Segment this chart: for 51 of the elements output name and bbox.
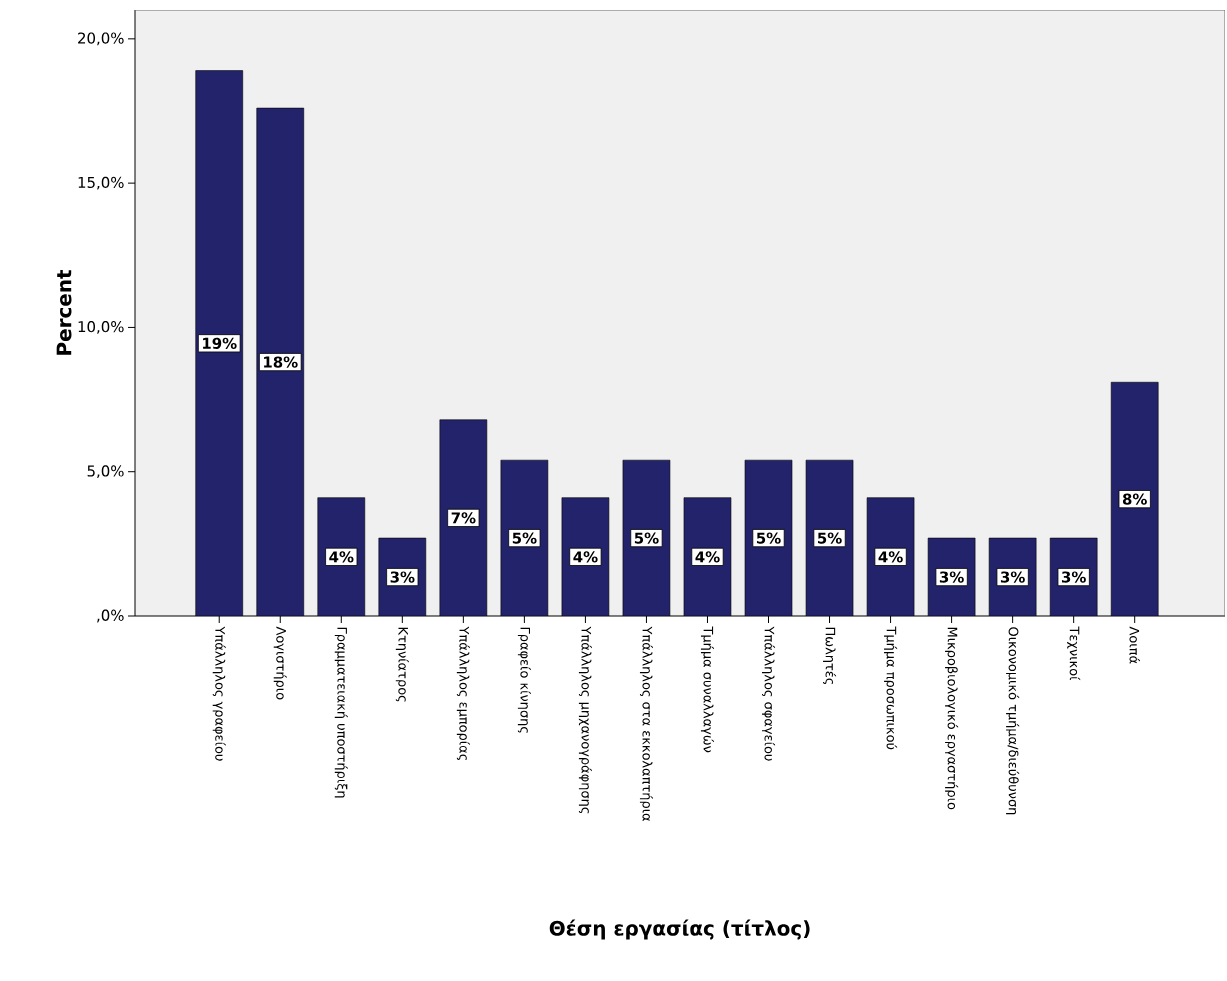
y-tick-label: 15,0% [78, 176, 124, 190]
bar [744, 459, 793, 616]
bar [683, 497, 732, 616]
bar [866, 497, 915, 616]
x-tick-label: Λοιπά [1129, 626, 1140, 664]
x-tick-label: Μικροβιολογικό εργαστήριο [945, 627, 959, 810]
x-tick-label: Οικονομικό τμήμα/διεύθυνση [1006, 627, 1020, 815]
data-label: 5% [818, 532, 842, 544]
bar [1110, 381, 1159, 616]
data-label: 8% [1122, 493, 1147, 505]
data-label: 3% [1000, 571, 1025, 583]
x-tick-label: Κτηνίατρος [395, 627, 409, 702]
bar [439, 419, 488, 616]
bar [622, 459, 671, 616]
bar [195, 70, 244, 616]
x-axis-title: Θέση εργασίας (τίτλος) [549, 919, 810, 940]
y-tick-label: 20,0% [78, 32, 124, 46]
x-tick-label: Υπάλληλος στα εκκολαπτήρια [639, 626, 653, 821]
y-tick-label: ,0% [97, 609, 124, 623]
x-tick-label: Υπάλληλος μηχανογράφησης [578, 626, 592, 814]
data-label: 4% [878, 551, 903, 563]
bar [805, 459, 854, 616]
x-tick-label: Υπάλληλος σφαγείου [761, 626, 776, 761]
data-label: 18% [264, 356, 298, 368]
data-label: 4% [695, 551, 720, 563]
bar [317, 497, 366, 616]
data-label: 3% [1061, 571, 1086, 583]
y-axis-title: Percent [56, 269, 72, 355]
data-label: 4% [329, 551, 354, 563]
data-label: 5% [634, 532, 659, 544]
bar [561, 497, 610, 616]
x-tick-label: Λογιστήριο [273, 626, 287, 700]
x-tick-label: Τεχνικοί [1067, 626, 1081, 681]
y-tick-label: 10,0% [78, 321, 124, 334]
bar [256, 107, 305, 616]
x-tick-label: Πωλητές [823, 627, 837, 685]
data-label: 3% [390, 571, 415, 583]
y-tick-label: 5,0% [87, 465, 124, 479]
bar [500, 459, 549, 616]
data-label: 4% [573, 551, 598, 563]
data-label: 5% [756, 532, 781, 544]
x-tick-label: Γραμματειακή υποστήριξη [334, 627, 348, 798]
x-tick-label: Τμήμα συναλλαγών [700, 626, 714, 753]
x-tick-label: Υπάλληλος εμπορίας [456, 626, 470, 761]
x-tick-label: Γραφείο κίνησης [517, 627, 531, 733]
data-label: 19% [203, 337, 237, 349]
x-tick-label: Τμήμα προσωπικού [884, 626, 898, 750]
x-tick-label: Υπάλληλος γραφείου [212, 626, 226, 761]
data-label: 7% [451, 512, 476, 524]
data-label: 3% [939, 571, 964, 583]
data-label: 5% [512, 532, 537, 544]
